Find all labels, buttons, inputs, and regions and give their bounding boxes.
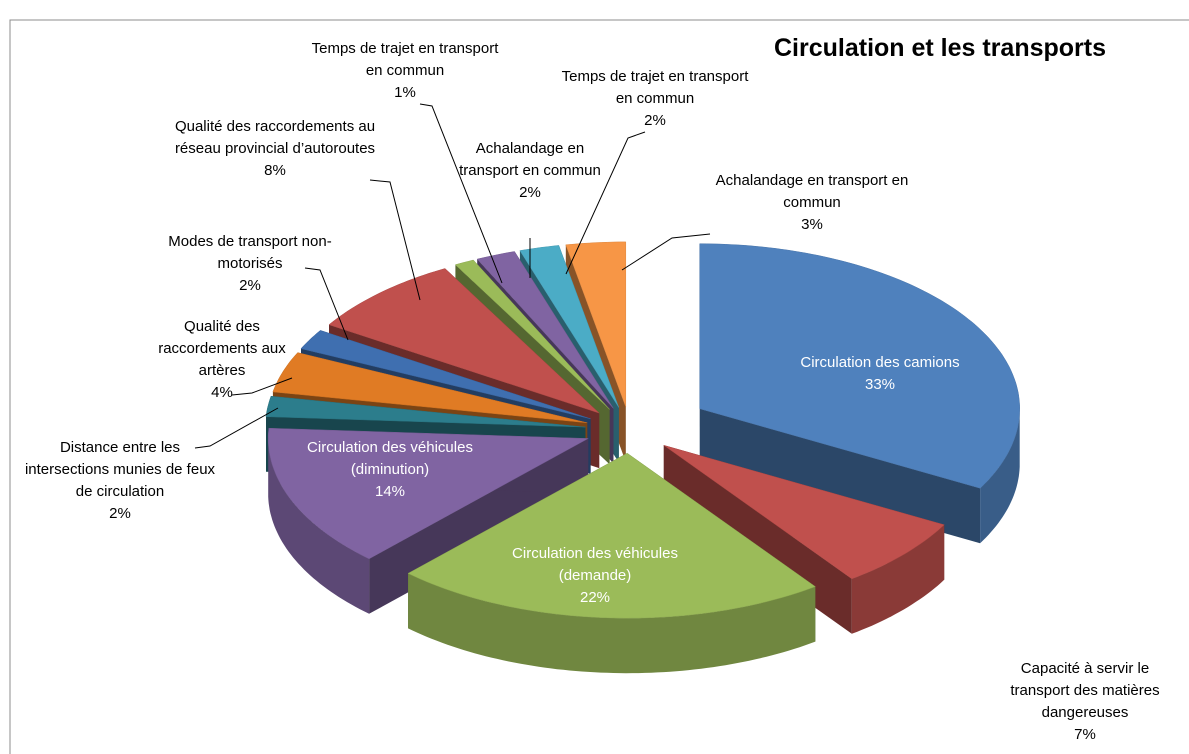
leader-line: [565, 131, 646, 275]
data-label: Circulation des camions 33%: [770, 352, 990, 396]
data-label-name: Circulation des véhicules (demande): [512, 545, 678, 584]
data-label-name: Temps de trajet en transport en commun: [311, 40, 499, 79]
slice: [663, 445, 945, 580]
slice-wall: [268, 438, 370, 614]
slice: [476, 251, 614, 409]
leader-line: [419, 103, 503, 284]
data-label-name: Distance entre les intersections munies …: [24, 439, 216, 500]
data-label: Temps de trajet en transport en commun 1%: [305, 38, 505, 104]
data-label-name: Temps de trajet en transport en commun: [561, 68, 749, 107]
data-label-value: 3%: [801, 216, 823, 233]
slice: [454, 259, 610, 410]
leader-line: [231, 377, 293, 396]
data-label-value: 1%: [394, 84, 416, 101]
data-label-name: Qualité des raccordements aux artères: [158, 318, 286, 379]
chart-title: Circulation et les transports: [773, 34, 1107, 62]
data-label: Capacité à servir le transport des matiè…: [990, 658, 1180, 746]
slice: [267, 427, 590, 560]
data-label-name: Capacité à servir le transport des matiè…: [1010, 660, 1160, 721]
slice: [565, 241, 627, 407]
data-label: Achalandage en transport en commun 2%: [455, 138, 605, 204]
data-label: Distance entre les intersections munies …: [20, 437, 220, 525]
data-label-value: 4%: [211, 384, 233, 401]
data-label-value: 2%: [109, 505, 131, 522]
slice: [407, 452, 816, 619]
data-label-value: 14%: [374, 483, 406, 500]
slice: [265, 395, 586, 428]
leader-lines: [194, 103, 711, 449]
data-label: Circulation des véhicules (diminution) 14…: [280, 437, 500, 503]
pie: [265, 241, 1020, 674]
data-label-value: 22%: [579, 589, 611, 606]
data-label-value: 7%: [1074, 726, 1096, 743]
data-label-name: Circulation des véhicules (diminution): [307, 439, 473, 478]
data-label-value: 8%: [264, 162, 286, 179]
slice-wall: [408, 573, 816, 674]
leader-line: [304, 267, 349, 341]
leader-line: [621, 233, 711, 271]
data-label: Circulation des véhicules (demande) 22%: [485, 543, 705, 609]
slice-wall: [851, 524, 945, 634]
data-label-name: Circulation des camions: [800, 354, 960, 371]
data-label: Qualité des raccordements au réseau prov…: [155, 116, 395, 182]
data-label: Temps de trajet en transport en commun 2%: [555, 66, 755, 132]
chart-border: [9, 19, 1189, 754]
data-label: Achalandage en transport en commun 3%: [702, 170, 922, 236]
data-label-value: 33%: [864, 376, 896, 393]
data-label-name: Qualité des raccordements au réseau prov…: [174, 118, 376, 157]
data-label-value: 2%: [644, 112, 666, 129]
data-label-name: Achalandage en transport en commun: [459, 140, 601, 179]
slice: [272, 352, 588, 424]
slice: [519, 245, 620, 408]
slice-wall: [980, 408, 1020, 544]
data-label: Qualité des raccordements aux artères 4%: [147, 316, 297, 404]
data-label: Modes de transport non-motorisés 2%: [150, 231, 350, 297]
data-label-value: 2%: [519, 184, 541, 201]
slice: [328, 268, 600, 414]
slice: [300, 330, 591, 420]
data-label-value: 2%: [239, 277, 261, 294]
data-label-name: Modes de transport non-motorisés: [168, 233, 332, 272]
leader-line: [194, 407, 279, 449]
leader-line: [369, 179, 421, 301]
slice: [699, 243, 1020, 489]
slice-side: [699, 408, 981, 544]
data-label-name: Achalandage en transport en commun: [715, 172, 909, 211]
